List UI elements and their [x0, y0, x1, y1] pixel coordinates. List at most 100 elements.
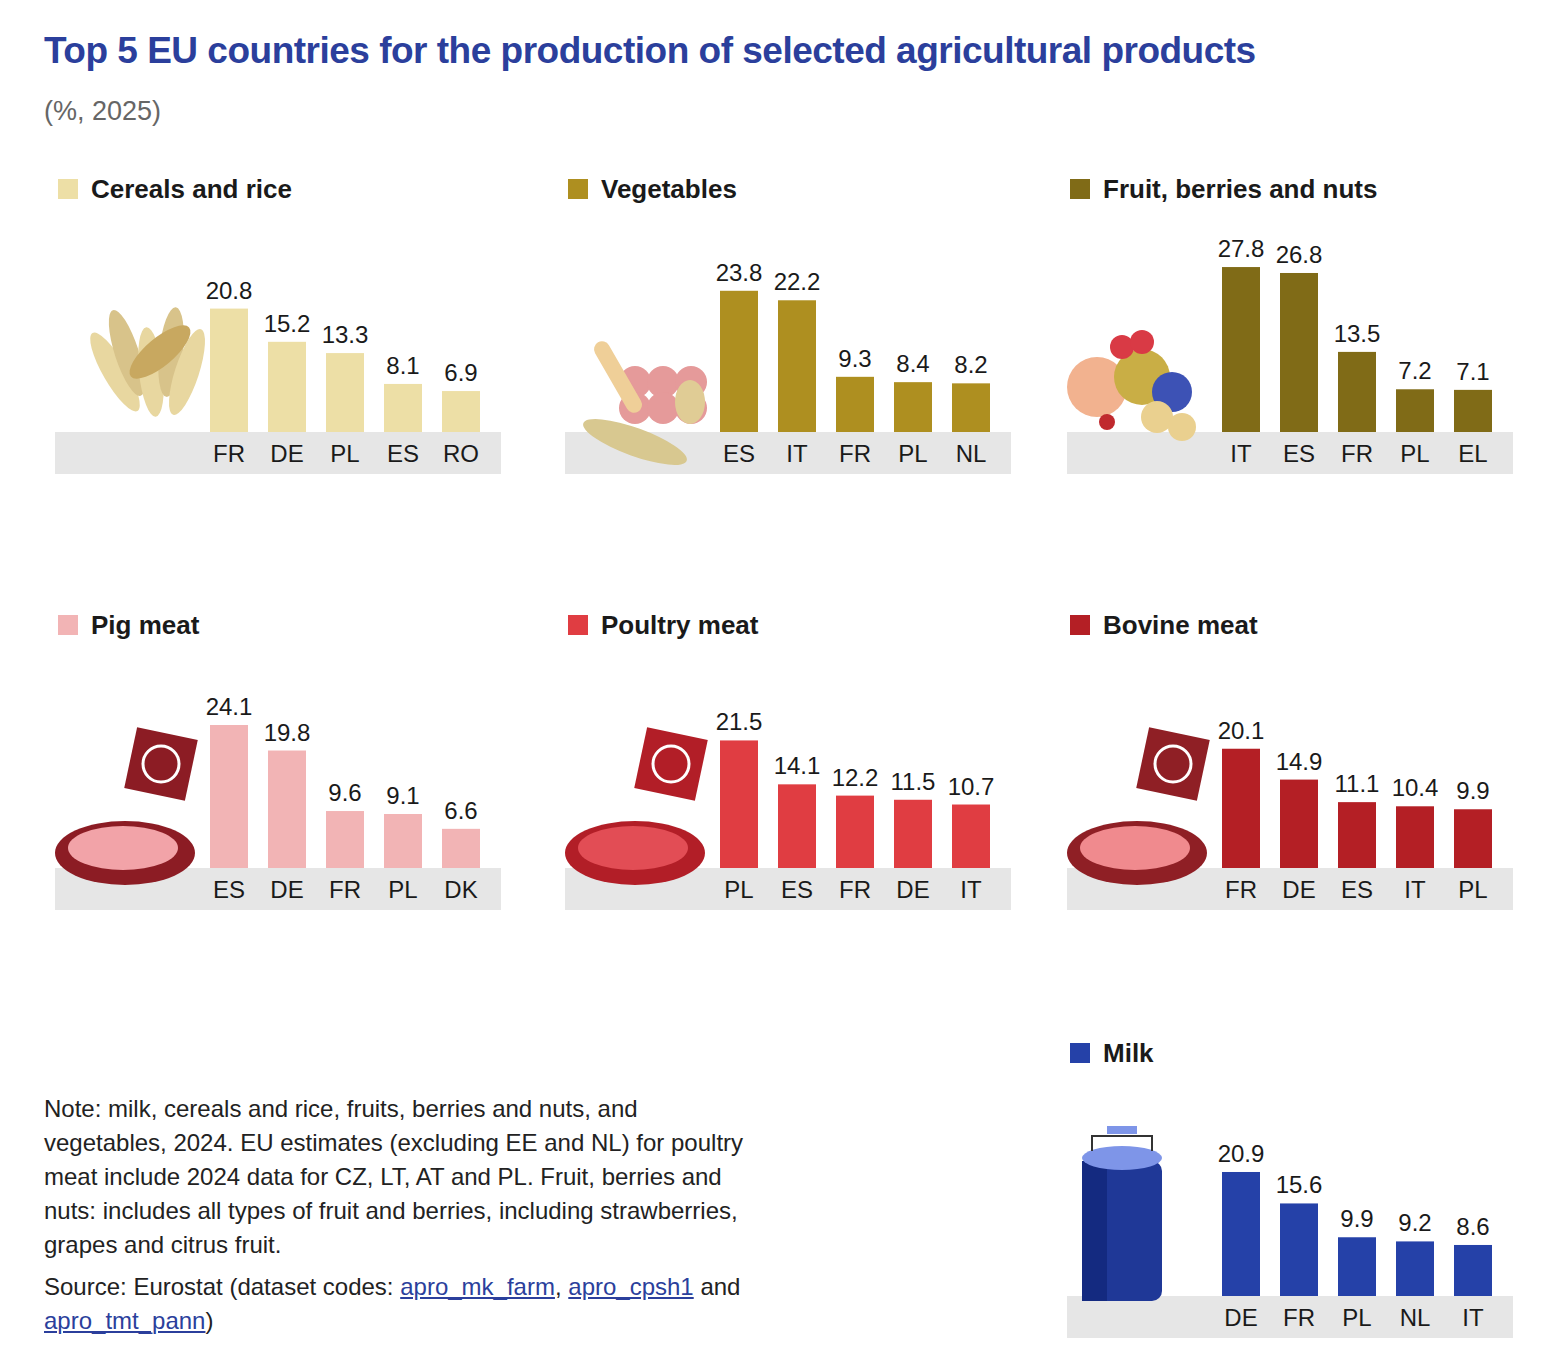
category-label: DE — [1282, 876, 1315, 903]
data-label: 20.1 — [1218, 717, 1265, 744]
charts: Cereals and rice20.8FR15.2DE13.3PL8.1ES6… — [0, 0, 1564, 1360]
data-label: 21.5 — [716, 708, 763, 735]
panel: Vegetables23.8ES22.2IT9.3FR8.4PL8.2NL — [565, 174, 1011, 474]
bar — [1454, 390, 1492, 432]
category-label: ES — [213, 876, 245, 903]
panel-title: Cereals and rice — [91, 174, 292, 204]
icon — [1082, 1161, 1162, 1301]
bar — [720, 740, 758, 868]
icon — [675, 380, 705, 424]
data-label: 15.2 — [264, 310, 311, 337]
data-label: 13.3 — [322, 321, 369, 348]
category-label: FR — [1283, 1304, 1315, 1331]
category-label: DK — [444, 876, 477, 903]
source-link[interactable]: apro_tmt_pann — [44, 1307, 205, 1334]
icon — [578, 826, 688, 870]
source: Source: Eurostat (dataset codes: apro_mk… — [44, 1270, 764, 1338]
base-strip — [55, 432, 501, 474]
data-label: 15.6 — [1276, 1171, 1323, 1198]
bar — [326, 353, 364, 432]
category-label: ES — [387, 440, 419, 467]
title: Top 5 EU countries for the production of… — [44, 30, 1256, 72]
data-label: 10.7 — [948, 773, 995, 800]
category-label: PL — [898, 440, 927, 467]
data-label: 8.2 — [954, 351, 987, 378]
icon — [1092, 1136, 1152, 1151]
category-label: PL — [1458, 876, 1487, 903]
icon — [1082, 1146, 1162, 1170]
icon — [1130, 330, 1154, 354]
icon — [634, 727, 708, 801]
data-label: 11.1 — [1335, 770, 1380, 797]
bar — [1222, 749, 1260, 868]
legend-swatch — [1070, 1043, 1090, 1063]
data-label: 9.9 — [1340, 1205, 1373, 1232]
bar — [1454, 809, 1492, 868]
bar — [1396, 806, 1434, 868]
data-label: 12.2 — [832, 764, 879, 791]
bar — [952, 805, 990, 868]
bar — [836, 377, 874, 432]
bar — [1396, 389, 1434, 432]
data-label: 8.6 — [1456, 1213, 1489, 1240]
legend-swatch — [568, 615, 588, 635]
bar — [952, 383, 990, 432]
icon — [1168, 413, 1196, 441]
panel-title: Milk — [1103, 1038, 1154, 1068]
category-label: NL — [1400, 1304, 1431, 1331]
panel: Milk20.9DE15.6FR9.9PL9.2NL8.6IT — [1067, 1038, 1513, 1338]
icon — [122, 317, 198, 387]
base-strip — [1067, 432, 1513, 474]
panel-title: Fruit, berries and nuts — [1103, 174, 1378, 204]
category-label: DE — [1224, 1304, 1257, 1331]
icon — [647, 392, 679, 424]
bar — [1338, 352, 1376, 432]
source-link[interactable]: apro_mk_farm — [400, 1273, 555, 1300]
bars — [210, 309, 480, 432]
category-label: FR — [839, 440, 871, 467]
bar — [1280, 780, 1318, 868]
bar — [384, 814, 422, 868]
data-label: 9.2 — [1398, 1209, 1431, 1236]
category-label: ES — [781, 876, 813, 903]
panel: Cereals and rice20.8FR15.2DE13.3PL8.1ES6… — [55, 174, 501, 474]
source-text: , — [555, 1273, 568, 1300]
panel-title: Poultry meat — [601, 610, 759, 640]
bar — [384, 384, 422, 432]
category-label: FR — [329, 876, 361, 903]
data-label: 9.9 — [1456, 777, 1489, 804]
category-label: DE — [270, 440, 303, 467]
data-label: 26.8 — [1276, 241, 1323, 268]
data-label: 10.4 — [1392, 774, 1439, 801]
category-label: ES — [1341, 876, 1373, 903]
panel-title: Pig meat — [91, 610, 200, 640]
data-label: 8.1 — [386, 352, 419, 379]
legend-swatch — [1070, 615, 1090, 635]
data-label: 7.1 — [1456, 358, 1489, 385]
bar — [778, 300, 816, 432]
bar — [268, 342, 306, 432]
icon — [1110, 335, 1134, 359]
bar — [894, 382, 932, 432]
category-label: IT — [786, 440, 808, 467]
data-label: 11.5 — [891, 768, 936, 795]
data-label: 9.1 — [386, 782, 419, 809]
panel-title: Bovine meat — [1103, 610, 1258, 640]
data-label: 23.8 — [716, 259, 763, 286]
bar — [1396, 1241, 1434, 1296]
bar — [1222, 267, 1260, 432]
bar — [1338, 1237, 1376, 1296]
bars — [720, 291, 990, 432]
bar — [894, 800, 932, 868]
source-link[interactable]: apro_cpsh1 — [568, 1273, 693, 1300]
category-label: ES — [1283, 440, 1315, 467]
icon — [1155, 746, 1191, 782]
bar — [210, 309, 248, 432]
note: Note: milk, cereals and rice, fruits, be… — [44, 1092, 744, 1262]
icon — [68, 826, 178, 870]
bar — [1222, 1172, 1260, 1296]
category-label: FR — [1225, 876, 1257, 903]
icon — [1082, 1161, 1107, 1301]
category-label: PL — [388, 876, 417, 903]
data-label: 27.8 — [1218, 235, 1265, 262]
